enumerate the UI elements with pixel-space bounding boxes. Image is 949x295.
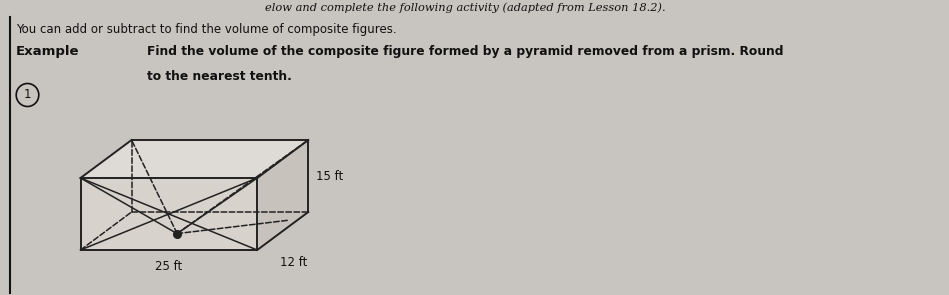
Polygon shape [257,140,308,250]
Text: 15 ft: 15 ft [316,170,344,183]
Text: 1: 1 [24,88,31,101]
Polygon shape [81,140,308,178]
Text: Example: Example [16,45,79,58]
Text: 12 ft: 12 ft [280,256,307,269]
Text: You can add or subtract to find the volume of composite figures.: You can add or subtract to find the volu… [16,23,397,36]
Text: Find the volume of the composite figure formed by a pyramid removed from a prism: Find the volume of the composite figure … [147,45,784,58]
Text: to the nearest tenth.: to the nearest tenth. [147,70,292,83]
Text: elow and complete the following activity (adapted from Lesson 18.2).: elow and complete the following activity… [265,2,665,13]
Text: 25 ft: 25 ft [156,260,182,273]
Polygon shape [81,178,257,250]
